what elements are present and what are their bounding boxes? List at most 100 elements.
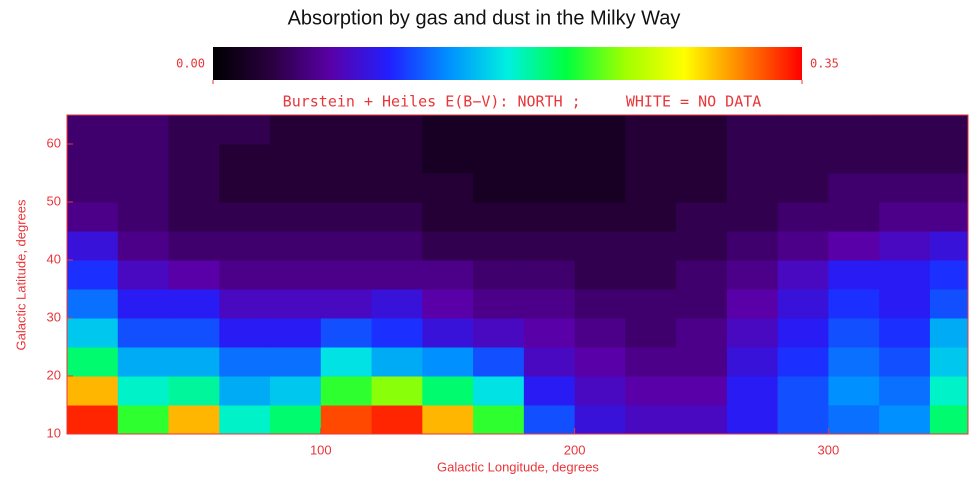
heatmap-cell <box>473 318 524 348</box>
heatmap-cell <box>727 318 778 348</box>
heatmap-cell <box>67 202 118 232</box>
heatmap-cell <box>67 289 118 319</box>
heatmap-cell <box>219 347 270 377</box>
heatmap-cell <box>67 231 118 261</box>
heatmap-cell <box>422 144 473 174</box>
heatmap-cell <box>676 231 727 261</box>
heatmap-cell <box>473 260 524 290</box>
heatmap-cell <box>169 115 220 145</box>
heatmap-cell <box>575 318 626 348</box>
y-tick-label: 50 <box>47 193 61 208</box>
heatmap-cell <box>828 260 879 290</box>
heatmap-cell <box>169 144 220 174</box>
heatmap-cell <box>372 231 423 261</box>
heatmap-cell <box>473 144 524 174</box>
heatmap-cell <box>676 289 727 319</box>
heatmap-cell <box>828 405 879 435</box>
heatmap-cell <box>727 376 778 406</box>
heatmap-cell <box>473 376 524 406</box>
heatmap-cell <box>372 144 423 174</box>
heatmap-cell <box>422 347 473 377</box>
heatmap-cell <box>321 260 372 290</box>
heatmap-cell <box>524 347 575 377</box>
heatmap-cell <box>219 173 270 203</box>
heatmap-cell <box>422 231 473 261</box>
heatmap-cell <box>118 231 169 261</box>
heatmap-cell <box>575 376 626 406</box>
heatmap-cell <box>930 202 969 232</box>
heatmap-cell <box>169 318 220 348</box>
chart: Absorption by gas and dust in the Milky … <box>0 0 969 480</box>
x-tick-label: 300 <box>818 442 840 457</box>
heatmap-cell <box>676 202 727 232</box>
heatmap-cell <box>575 289 626 319</box>
heatmap-cell <box>778 347 829 377</box>
heatmap-cell <box>676 318 727 348</box>
heatmap-cell <box>930 376 969 406</box>
heatmap-cell <box>219 318 270 348</box>
heatmap-cell <box>828 376 879 406</box>
heatmap-cell <box>676 173 727 203</box>
heatmap-cell <box>169 173 220 203</box>
heatmap-cell <box>930 289 969 319</box>
heatmap-cell <box>625 115 676 145</box>
heatmap-cell <box>625 289 676 319</box>
heatmap-cell <box>118 144 169 174</box>
chart-title: Absorption by gas and dust in the Milky … <box>288 7 681 29</box>
heatmap-cell <box>219 376 270 406</box>
heatmap-cell <box>372 405 423 435</box>
heatmap-cell <box>118 115 169 145</box>
heatmap-cell <box>778 115 829 145</box>
heatmap-cell <box>524 289 575 319</box>
heatmap-cell <box>727 173 778 203</box>
heatmap-cell <box>930 405 969 435</box>
heatmap-cell <box>879 318 930 348</box>
heatmap-cell <box>422 173 473 203</box>
heatmap-cell <box>879 202 930 232</box>
y-tick-label: 20 <box>47 367 61 382</box>
heatmap-cell <box>67 260 118 290</box>
heatmap-cell <box>676 260 727 290</box>
heatmap-cell <box>524 405 575 435</box>
heatmap-cell <box>879 144 930 174</box>
heatmap-cell <box>219 202 270 232</box>
heatmap-cell <box>524 115 575 145</box>
heatmap-cell <box>828 289 879 319</box>
heatmap-cell <box>321 405 372 435</box>
heatmap-cell <box>930 115 969 145</box>
heatmap-cell <box>524 173 575 203</box>
heatmap-cell <box>169 405 220 435</box>
heatmap-cell <box>828 318 879 348</box>
heatmap-cell <box>930 231 969 261</box>
heatmap-cell <box>676 376 727 406</box>
heatmap-cell <box>575 202 626 232</box>
heatmap-cell <box>930 173 969 203</box>
heatmap-cell <box>118 289 169 319</box>
heatmap-cell <box>930 318 969 348</box>
heatmap-cell <box>778 260 829 290</box>
heatmap-cell <box>422 289 473 319</box>
heatmap-cell <box>118 405 169 435</box>
heatmap-cell <box>625 318 676 348</box>
y-axis-label: Galactic Latitude, degrees <box>13 199 28 351</box>
heatmap-cell <box>67 144 118 174</box>
heatmap-cell <box>67 318 118 348</box>
heatmap-cell <box>676 115 727 145</box>
heatmap-cell <box>879 289 930 319</box>
heatmap-cell <box>524 202 575 232</box>
heatmap-cell <box>676 347 727 377</box>
heatmap-cell <box>778 318 829 348</box>
heatmap-cell <box>727 202 778 232</box>
heatmap-cell <box>575 347 626 377</box>
heatmap-cell <box>422 202 473 232</box>
heatmap-cell <box>219 405 270 435</box>
heatmap-cell <box>270 347 321 377</box>
heatmap-cell <box>169 260 220 290</box>
heatmap-cell <box>524 260 575 290</box>
heatmap-cell <box>473 347 524 377</box>
heatmap <box>67 115 969 435</box>
y-tick-label: 30 <box>47 309 61 324</box>
x-axis-label: Galactic Longitude, degrees <box>437 459 599 474</box>
heatmap-cell <box>422 260 473 290</box>
heatmap-cell <box>625 231 676 261</box>
